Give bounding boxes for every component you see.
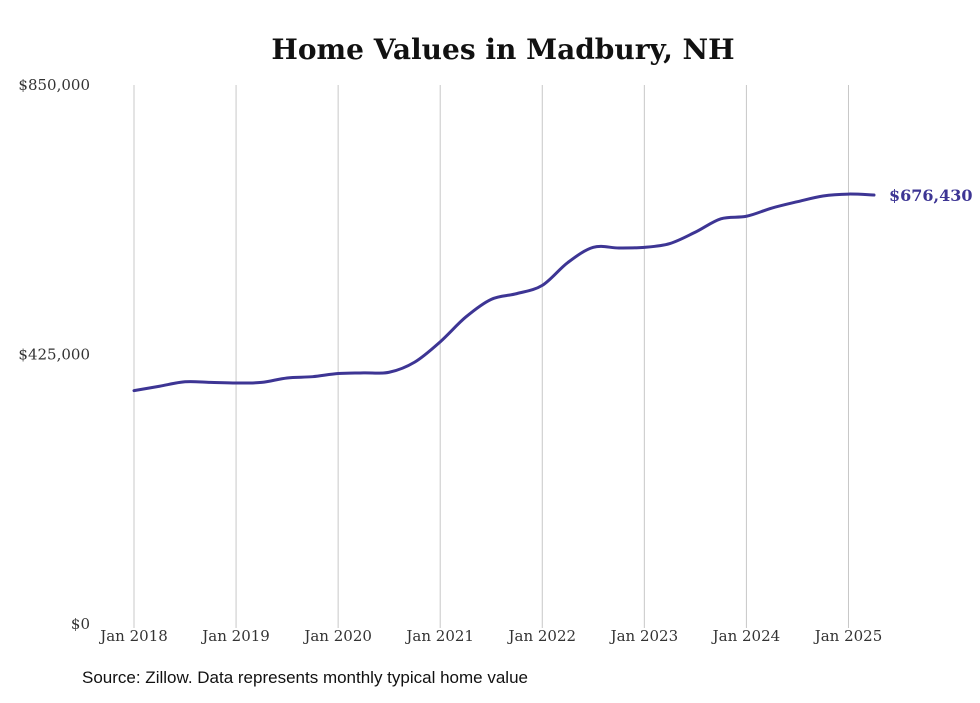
data-point	[847, 193, 850, 196]
data-point	[260, 381, 263, 384]
data-point	[209, 381, 212, 384]
data-point	[413, 361, 416, 364]
chart-title: Home Values in Madbury, NH	[271, 33, 734, 66]
data-point	[490, 298, 493, 301]
data-point	[821, 194, 824, 197]
x-tick-label: Jan 2022	[506, 627, 576, 645]
data-point	[796, 200, 799, 203]
data-point	[541, 284, 544, 287]
data-point	[592, 246, 595, 249]
x-tick-label: Jan 2021	[404, 627, 474, 645]
data-point	[362, 371, 365, 374]
x-axis: Jan 2018 Jan 2019 Jan 2020 Jan 2021 Jan 2022…	[98, 627, 882, 645]
data-point	[617, 246, 620, 249]
data-point	[158, 385, 161, 388]
series-layer: $676,430	[132, 186, 973, 393]
x-tick-label: Jan 2020	[302, 627, 372, 645]
data-point	[668, 242, 671, 245]
data-point	[643, 246, 646, 249]
end-value-label: $676,430	[889, 186, 973, 205]
x-tick-label: Jan 2024	[711, 627, 781, 645]
data-point	[439, 340, 442, 343]
data-point	[745, 215, 748, 218]
x-tick-label: Jan 2019	[200, 627, 270, 645]
y-tick-label: $0	[71, 615, 90, 633]
source-note: Source: Zillow. Data represents monthly …	[82, 668, 528, 687]
data-point	[873, 194, 876, 197]
grid-layer	[133, 85, 849, 628]
data-point	[719, 217, 722, 220]
series-line	[132, 192, 876, 393]
data-point	[694, 231, 697, 234]
data-point	[184, 380, 187, 383]
data-point	[337, 372, 340, 375]
data-point	[566, 261, 569, 264]
data-point	[235, 382, 238, 385]
data-point	[311, 375, 314, 378]
y-axis: $0 $425,000 $850,000	[18, 76, 90, 633]
data-point	[464, 316, 467, 319]
data-point	[133, 389, 136, 392]
x-tick-label: Jan 2023	[609, 627, 679, 645]
y-tick-label: $425,000	[18, 346, 90, 364]
data-point	[515, 292, 518, 295]
x-tick-label: Jan 2025	[813, 627, 883, 645]
data-point	[388, 371, 391, 374]
data-point	[770, 207, 773, 210]
data-point	[286, 376, 289, 379]
y-tick-label: $850,000	[18, 76, 90, 94]
x-tick-label: Jan 2018	[98, 627, 168, 645]
